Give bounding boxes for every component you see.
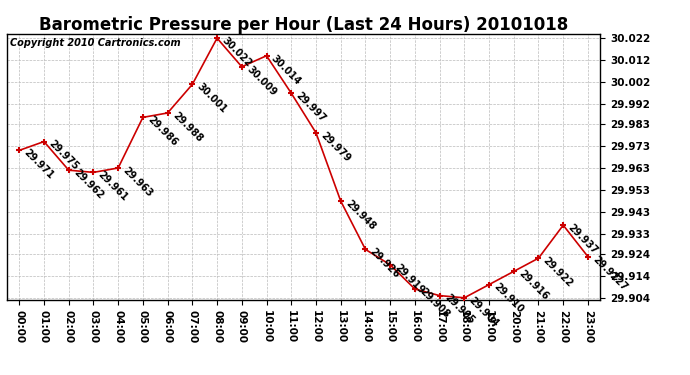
Title: Barometric Pressure per Hour (Last 24 Hours) 20101018: Barometric Pressure per Hour (Last 24 Ho… [39,16,569,34]
Text: 29.986: 29.986 [146,115,179,148]
Text: 29.971: 29.971 [22,148,56,181]
Text: 29.937: 29.937 [566,222,600,256]
Text: 29.979: 29.979 [319,130,353,164]
Text: 29.919: 29.919 [393,262,426,296]
Text: 30.001: 30.001 [195,82,228,115]
Text: 29.961: 29.961 [96,170,130,203]
Text: 29.948: 29.948 [344,198,377,232]
Text: 29.904: 29.904 [467,295,501,328]
Text: 29.910: 29.910 [492,282,525,315]
Text: 30.009: 30.009 [244,64,278,98]
Text: 30.022: 30.022 [220,35,253,69]
Text: 29.963: 29.963 [121,165,155,199]
Text: 29.922: 29.922 [541,255,575,289]
Text: 29.988: 29.988 [170,110,204,144]
Text: 29.997: 29.997 [294,90,328,124]
Text: 29.905: 29.905 [442,293,476,326]
Text: 29.962: 29.962 [72,167,105,201]
Text: Copyright 2010 Cartronics.com: Copyright 2010 Cartronics.com [10,38,181,48]
Text: 29.908: 29.908 [417,286,451,320]
Text: 29.926: 29.926 [368,247,402,280]
Text: 30.014: 30.014 [269,53,303,87]
Text: 29.9227: 29.9227 [591,254,629,292]
Text: 29.916: 29.916 [517,268,550,302]
Text: 29.975: 29.975 [47,139,80,172]
